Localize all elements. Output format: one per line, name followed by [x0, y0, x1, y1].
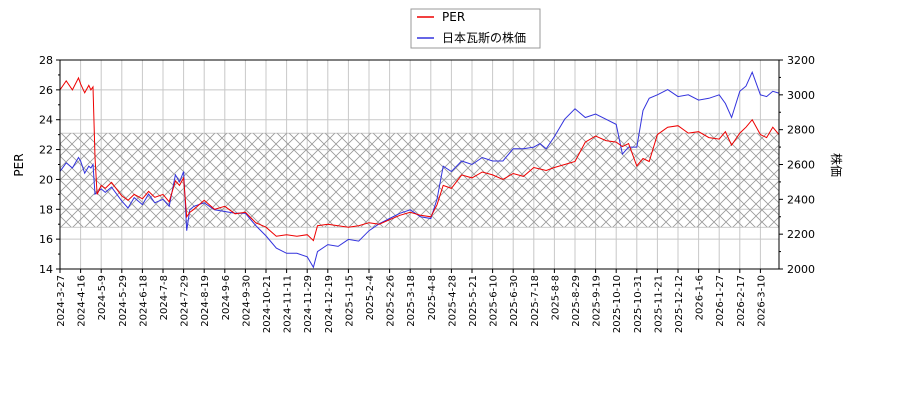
y-tick-label: 20: [39, 173, 53, 186]
x-tick-label: 2025-8-8: [550, 275, 561, 320]
legend-label-price: 日本瓦斯の株価: [442, 30, 526, 45]
x-tick-label: 2024-9-6: [221, 275, 232, 320]
x-tick-label: 2025-9-19: [592, 275, 603, 327]
x-tick-label: 2025-8-29: [571, 275, 582, 327]
x-axis: 2024-3-27 2024-4-16 2024-5-9 2024-5-29 2024-…: [56, 269, 767, 333]
x-tick-label: 2024-11-11: [283, 275, 294, 333]
x-tick-label: 2025-5-21: [468, 275, 479, 327]
y-tick-label: 24: [39, 114, 53, 127]
x-tick-label: 2024-7-29: [180, 275, 191, 327]
legend: PER 日本瓦斯の株価: [410, 8, 541, 49]
x-tick-label: 2025-7-18: [530, 275, 541, 327]
y-tick-label: 22: [39, 144, 53, 157]
x-tick-label: 2025-3-18: [406, 275, 417, 327]
shaded-band: [59, 132, 780, 228]
x-tick-label: 2026-1-27: [715, 275, 726, 327]
x-tick-label: 2024-3-27: [56, 275, 67, 327]
x-tick-label: 2025-2-4: [365, 275, 376, 320]
per-line: [60, 76, 779, 242]
x-tick-label: 2026-2-17: [736, 275, 747, 327]
x-tick-label: 2024-8-19: [200, 275, 211, 327]
legend-box: [410, 8, 541, 49]
x-tick-label: 2026-1-6: [695, 275, 706, 320]
y-axis-right: 2000 2200 2400 2600 2800 3000 3200: [779, 54, 815, 276]
y-axis-left-label: PER: [12, 153, 26, 176]
y-right-tick-label: 2400: [787, 193, 815, 206]
y-right-tick-label: 3000: [787, 89, 815, 102]
x-tick-label: 2024-11-29: [303, 275, 314, 333]
x-tick-label: 2025-1-15: [344, 275, 355, 327]
legend-label-per: PER: [442, 10, 465, 24]
y-axis-right-label: 株価: [829, 153, 844, 177]
y-right-tick-label: 2600: [787, 159, 815, 172]
x-tick-label: 2024-6-18: [138, 275, 149, 327]
x-tick-label: 2026-3-10: [756, 275, 767, 327]
x-tick-label: 2025-10-10: [612, 275, 623, 333]
y-tick-label: 16: [39, 233, 53, 246]
x-tick-label: 2024-12-19: [324, 275, 335, 333]
y-right-tick-label: 3200: [787, 54, 815, 67]
y-tick-label: 26: [39, 84, 53, 97]
x-tick-label: 2024-7-8: [159, 275, 170, 320]
x-tick-label: 2025-2-26: [386, 275, 397, 327]
x-tick-label: 2025-4-8: [427, 275, 438, 320]
x-tick-label: 2024-9-30: [241, 275, 252, 327]
y-right-tick-label: 2200: [787, 228, 815, 241]
y-tick-label: 14: [39, 263, 53, 276]
x-tick-label: 2025-11-21: [653, 275, 664, 333]
x-tick-label: 2024-5-29: [118, 275, 129, 327]
x-tick-label: 2025-4-28: [447, 275, 458, 327]
y-right-tick-label: 2000: [787, 263, 815, 276]
y-tick-label: 18: [39, 203, 53, 216]
x-tick-label: 2024-10-21: [262, 275, 273, 333]
y-right-tick-label: 2800: [787, 124, 815, 137]
x-tick-label: 2025-12-12: [674, 275, 685, 333]
x-tick-label: 2025-10-31: [633, 275, 644, 333]
x-tick-label: 2025-6-10: [489, 275, 500, 327]
x-tick-label: 2024-4-16: [77, 275, 88, 327]
x-tick-label: 2025-6-30: [509, 275, 520, 327]
x-tick-label: 2024-5-9: [97, 275, 108, 320]
y-axis-left: 14 16 18 20 22 24 26 28: [39, 54, 60, 276]
y-tick-label: 28: [39, 54, 53, 67]
